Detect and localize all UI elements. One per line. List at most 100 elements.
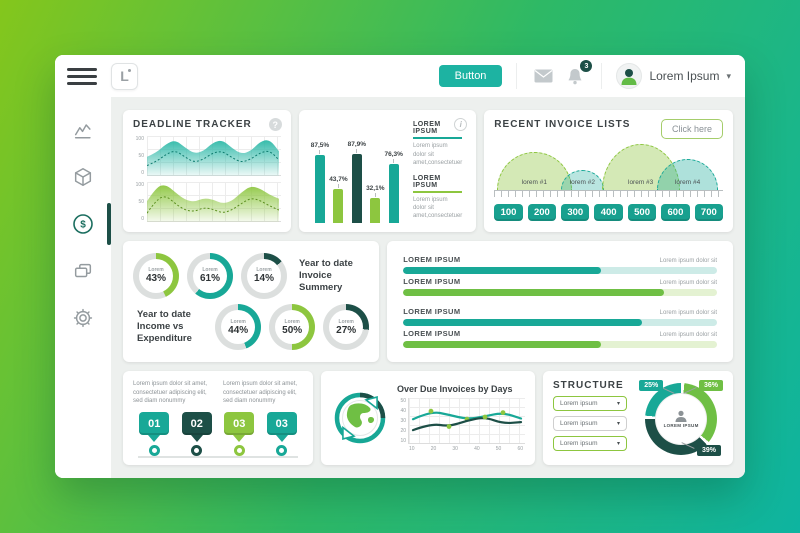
top-bar: L Button 3 Lorem Ipsum ▾ [55,55,745,97]
sidebar-item-settings[interactable] [55,299,111,337]
caption-income-expenditure: Year to date Income vs Expenditure [137,309,192,345]
amount-button-100[interactable]: 100 [494,204,523,221]
y-tick: 50 [400,397,406,404]
card-structure: STRUCTURE Lorem ipsum ▾ Lorem ipsum ▾ Lo… [543,370,733,465]
sidebar-item-products[interactable] [55,158,111,196]
hill-label: lorem #2 [569,179,595,186]
cube-icon [74,168,92,186]
y-tick: 50 [138,153,144,159]
amount-button-700[interactable]: 700 [694,204,724,221]
pin-number: 02 [181,412,212,435]
click-here-button[interactable]: Click here [660,119,723,139]
hill-chart: lorem #1 lorem #2 lorem #3 lorem #4 [494,141,723,197]
progress-label: LOREM IPSUM [403,254,461,264]
progress-track [403,288,717,296]
notifications-icon[interactable]: 3 [563,60,593,88]
segment-badge-39: 39% [696,445,721,456]
legend-rule [412,190,463,193]
donut-percent: 44% [228,324,249,336]
donut-center-label: LOREM IPSUM [663,423,699,429]
donut-percent: 14% [253,273,274,285]
milestone-pin-02[interactable]: 02 [181,412,212,456]
donut-percent: 50% [282,324,303,336]
card-recent-invoices: RECENT INVOICE LISTS Click here lorem #1… [484,110,733,232]
legend-body: Lorem ipsum dolor sit amet,consectetuer [412,143,463,167]
y-tick: 10 [400,437,406,444]
sidebar-item-windows[interactable] [55,252,111,290]
header-divider [601,63,603,89]
amount-button-600[interactable]: 600 [661,204,690,221]
menu-icon[interactable] [67,67,97,85]
donut-percent: 27% [336,324,357,336]
bar-value-label: 76,3% [384,150,403,158]
notification-badge: 3 [580,60,593,72]
amount-button-500[interactable]: 500 [627,204,657,221]
progress-row: LOREM IPSUM Lorem ipsum dolor sit [403,329,717,349]
progress-label: LOREM IPSUM [403,329,461,339]
progress-track [403,266,717,274]
donut-27: Lorem 27% [323,304,370,351]
person-icon [675,411,687,423]
card-title: STRUCTURE [553,379,624,391]
card-overdue-invoices: Over Due Invoices by Days 50 40 30 20 10 [321,370,535,465]
card-title: RECENT INVOICE LISTS [494,119,631,130]
y-tick: 20 [400,427,406,434]
primary-button[interactable]: Button [438,65,503,87]
amount-button-200[interactable]: 200 [527,204,557,221]
mail-icon[interactable] [531,64,555,88]
svg-text:$: $ [80,220,86,231]
pin-number: 03 [266,412,297,435]
milestone-pin-03a[interactable]: 03 [224,412,255,456]
dropdown-lorem-1[interactable]: Lorem ipsum ▾ [553,395,627,411]
layers-icon [74,263,92,278]
help-icon[interactable]: ? [268,118,282,131]
card-milestones: Lorem ipsum dolor sit amet, consectetuer… [123,370,313,465]
dropdown-lorem-2[interactable]: Lorem ipsum ▾ [553,415,627,431]
progress-note: Lorem ipsum dolor sit [659,279,717,286]
bar-group: 32,1% [366,121,385,223]
hill-label: lorem #3 [628,179,654,186]
milestone-text: Lorem ipsum dolor sit amet, consectetuer… [223,380,298,405]
pin-number: 01 [139,412,170,435]
timeline-node [191,445,203,456]
legend-rule [412,137,463,140]
x-tick: 10 [409,445,415,452]
donut-14: Lorem 14% [241,252,287,299]
bar-group: 43,7% [329,121,348,223]
x-tick: 60 [517,445,523,452]
sidebar-item-finance[interactable]: $ [55,203,111,245]
milestone-timeline: 01 02 03 03 [133,412,303,458]
sidebar-item-analytics[interactable] [55,111,111,149]
legend-title: LOREM IPSUM [412,174,441,189]
donut-50: Lorem 50% [269,304,316,351]
donut-percent: 43% [145,273,166,285]
card-title: DEADLINE TRACKER [133,119,252,130]
legend-title: LOREM IPSUM [412,121,441,136]
donut-43: Lorem 43% [133,252,179,299]
amount-button-300[interactable]: 300 [561,204,590,221]
logo-letter: L [120,68,129,84]
dropdown-lorem-3[interactable]: Lorem ipsum ▾ [553,435,627,451]
milestone-text: Lorem ipsum dolor sit amet, consectetuer… [133,380,208,405]
milestone-pin-03b[interactable]: 03 [266,412,297,456]
user-menu[interactable]: Lorem Ipsum ▾ [616,63,731,89]
timeline-node [148,445,160,456]
progress-note: Lorem ipsum dolor sit [659,257,717,264]
ruler-axis [494,190,723,197]
bar [314,154,325,223]
bar-value-label: 87,5% [310,141,330,149]
progress-fill [403,341,601,349]
caption-invoice-summary: Year to date Invoice Summery [299,257,353,293]
progress-track [403,319,717,327]
milestone-pin-01[interactable]: 01 [139,412,170,456]
info-icon[interactable]: i [454,118,468,131]
segment-badge-25: 25% [639,379,664,391]
segment-badge-36: 36% [698,379,723,391]
amount-button-400[interactable]: 400 [594,204,623,221]
progress-note: Lorem ipsum dolor sit [659,310,717,317]
y-tick: 100 [135,136,144,142]
progress-track [403,341,717,349]
active-indicator [107,203,111,245]
main-content: DEADLINE TRACKER ? 100 50 0 [111,97,745,478]
chevron-down-icon: ▾ [616,400,620,407]
